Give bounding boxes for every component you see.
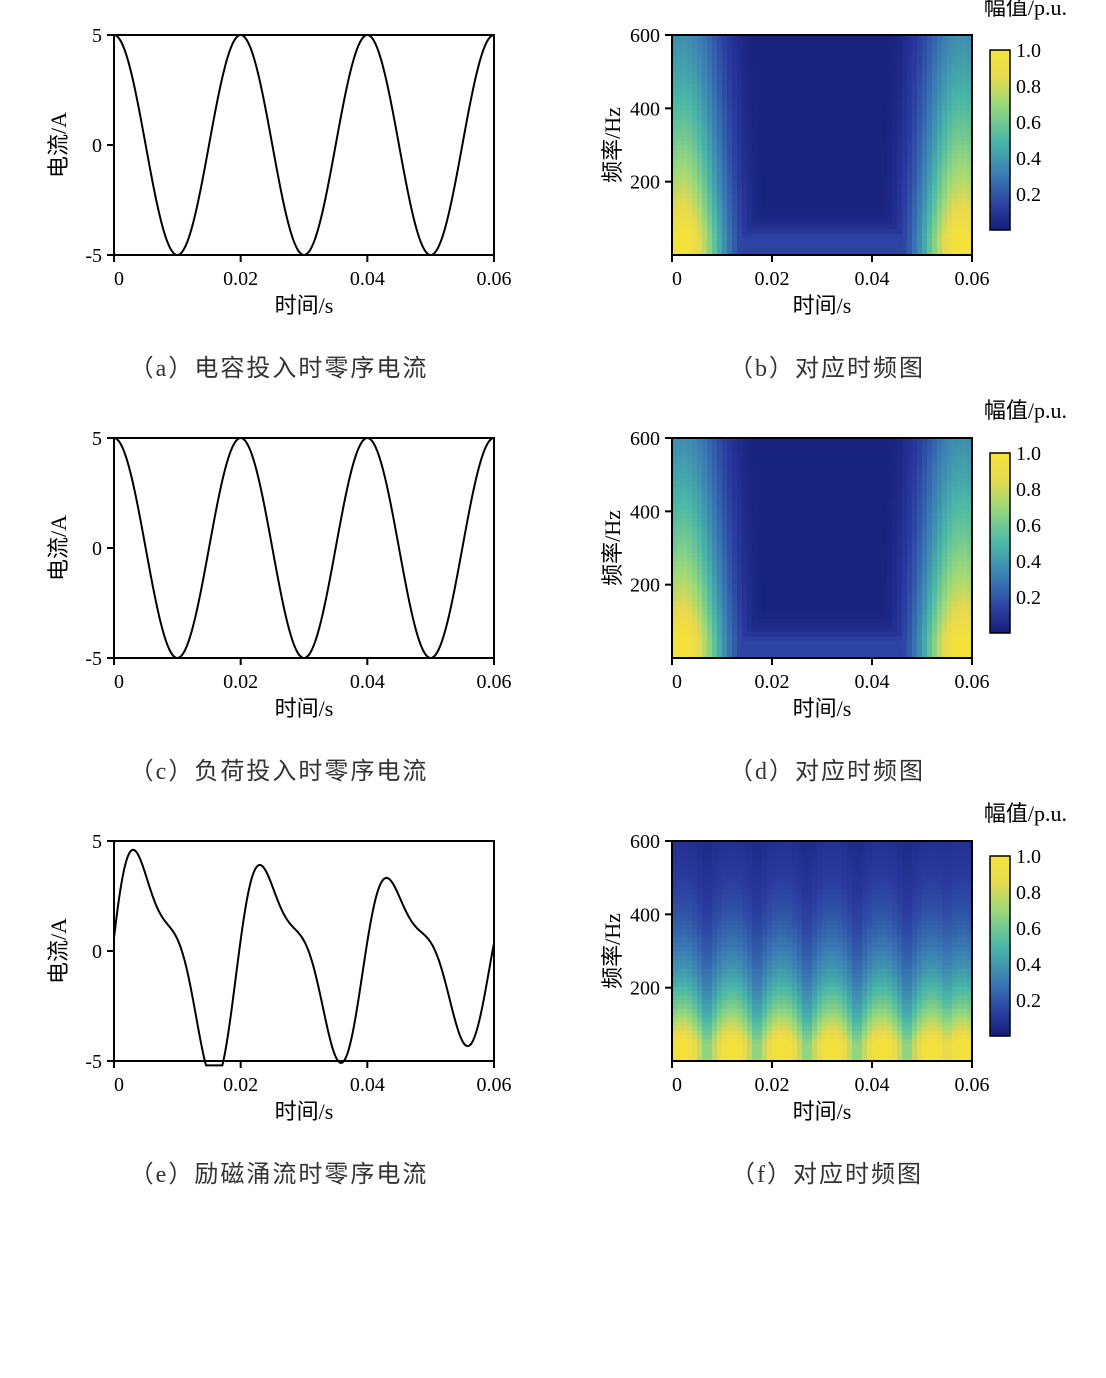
svg-text:0: 0 — [92, 135, 102, 157]
caption-d: （d）对应时频图 — [729, 751, 925, 786]
panel-b: 幅值/p.u. 00.020.040.06200400600时间/s频率/Hz0… — [568, 20, 1086, 383]
chart-b: 幅值/p.u. 00.020.040.06200400600时间/s频率/Hz0… — [597, 20, 1057, 330]
svg-text:时间/s: 时间/s — [793, 293, 852, 318]
colorbar-title-f: 幅值/p.u. — [984, 796, 1067, 828]
svg-text:200: 200 — [630, 172, 660, 194]
panel-d: 幅值/p.u. 00.020.040.06200400600时间/s频率/Hz0… — [568, 423, 1086, 786]
chart-f: 幅值/p.u. 00.020.040.06200400600时间/s频率/Hz0… — [597, 826, 1057, 1136]
panel-a: 0 0.02 0.04 0.06 -5 0 5 时间/s 电流/A （a）电容投入时零序电流 — [20, 20, 538, 383]
svg-text:0.06: 0.06 — [477, 268, 512, 290]
caption-a: （a）电容投入时零序电流 — [130, 348, 429, 383]
svg-text:0: 0 — [92, 538, 102, 560]
svg-text:0.2: 0.2 — [1016, 184, 1041, 206]
chart-d: 幅值/p.u. 00.020.040.06200400600时间/s频率/Hz0… — [597, 423, 1057, 733]
colorbar-title-b: 幅值/p.u. — [984, 0, 1067, 22]
svg-text:0.02: 0.02 — [223, 268, 258, 290]
caption-c: （c）负荷投入时零序电流 — [130, 751, 429, 786]
line-chart-e: 00.020.040.06-505时间/s电流/A — [44, 826, 514, 1131]
svg-text:0.8: 0.8 — [1016, 76, 1041, 98]
svg-text:时间/s: 时间/s — [275, 696, 334, 721]
figure-grid: 0 0.02 0.04 0.06 -5 0 5 时间/s 电流/A （a）电容投入时零序电流 幅… — [20, 20, 1086, 1189]
svg-text:0.6: 0.6 — [1016, 112, 1041, 134]
svg-text:频率/Hz: 频率/Hz — [600, 107, 625, 183]
caption-f: （f）对应时频图 — [731, 1154, 923, 1189]
svg-text:1.0: 1.0 — [1016, 40, 1041, 62]
svg-text:0: 0 — [114, 671, 124, 693]
svg-text:600: 600 — [630, 25, 660, 47]
svg-text:0.02: 0.02 — [223, 671, 258, 693]
svg-text:-5: -5 — [85, 245, 102, 267]
caption-b: （b）对应时频图 — [729, 348, 925, 383]
svg-text:0.04: 0.04 — [350, 671, 385, 693]
svg-text:0.02: 0.02 — [755, 268, 790, 290]
svg-text:电流/A: 电流/A — [46, 112, 71, 178]
chart-c: 0 0.02 0.04 0.06 -5 0 5 时间/s 电流/A — [44, 423, 514, 733]
svg-text:5: 5 — [92, 428, 102, 450]
svg-text:0: 0 — [114, 268, 124, 290]
svg-text:-5: -5 — [85, 648, 102, 670]
caption-e: （e）励磁涌流时零序电流 — [130, 1154, 429, 1189]
heatmap-f: 00.020.040.06200400600时间/s频率/Hz0.20.40.6… — [597, 826, 1057, 1131]
svg-text:电流/A: 电流/A — [46, 515, 71, 581]
heatmap-d: 00.020.040.06200400600时间/s频率/Hz0.20.40.6… — [597, 423, 1057, 728]
svg-text:0.04: 0.04 — [855, 268, 890, 290]
line-chart-c: 0 0.02 0.04 0.06 -5 0 5 时间/s 电流/A — [44, 423, 514, 728]
svg-text:0.06: 0.06 — [955, 268, 990, 290]
svg-text:400: 400 — [630, 98, 660, 120]
chart-a: 0 0.02 0.04 0.06 -5 0 5 时间/s 电流/A — [44, 20, 514, 330]
panel-f: 幅值/p.u. 00.020.040.06200400600时间/s频率/Hz0… — [568, 826, 1086, 1189]
panel-c: 0 0.02 0.04 0.06 -5 0 5 时间/s 电流/A （c）负荷投入时零序电流 — [20, 423, 538, 786]
heatmap-b: 0 0.02 0.04 0.06 200 400 600 时间/s 频率/Hz 0.2 0.4 0.6… — [597, 20, 1057, 325]
svg-text:0: 0 — [672, 268, 682, 290]
svg-text:时间/s: 时间/s — [275, 293, 334, 318]
line-chart-a: 0 0.02 0.04 0.06 -5 0 5 时间/s 电流/A — [44, 20, 514, 325]
svg-text:0.04: 0.04 — [350, 268, 385, 290]
chart-e: 00.020.040.06-505时间/s电流/A — [44, 826, 514, 1136]
panel-e: 00.020.040.06-505时间/s电流/A （e）励磁涌流时零序电流 — [20, 826, 538, 1189]
svg-text:0.06: 0.06 — [477, 671, 512, 693]
svg-text:0.4: 0.4 — [1016, 148, 1041, 170]
svg-text:5: 5 — [92, 25, 102, 47]
colorbar-title-d: 幅值/p.u. — [984, 393, 1067, 425]
